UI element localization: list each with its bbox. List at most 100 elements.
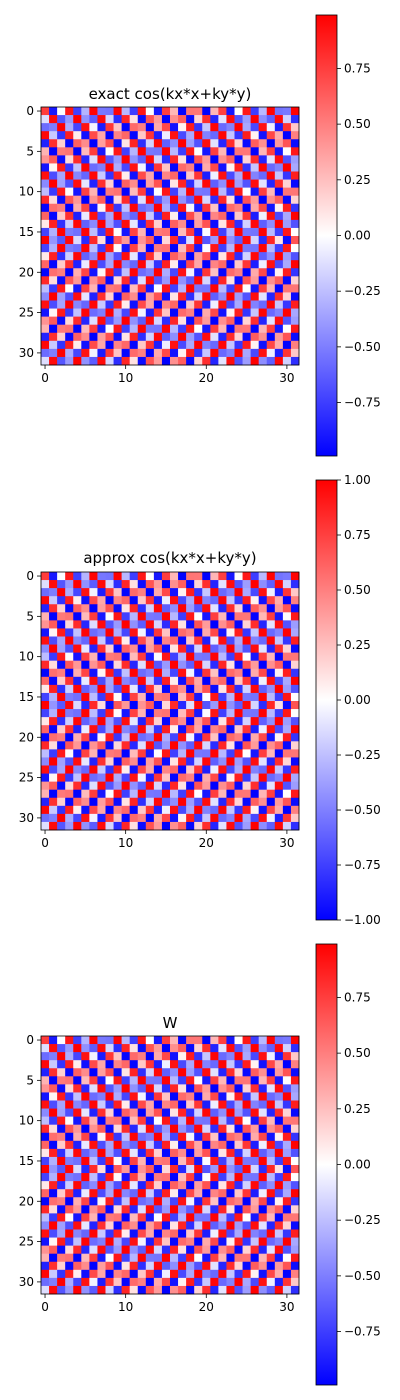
heatmap-cell: [226, 636, 235, 645]
heatmap-cell: [145, 147, 155, 156]
heatmap-cell: [226, 1277, 235, 1287]
heatmap-cell: [145, 268, 155, 277]
heatmap-cell: [49, 781, 58, 791]
heatmap-cell: [258, 725, 268, 734]
heatmap-cell: [73, 308, 82, 317]
heatmap-cell: [89, 227, 98, 237]
heatmap-cell: [218, 717, 227, 726]
heatmap-cell: [145, 284, 155, 293]
heatmap-cell: [129, 725, 139, 734]
heatmap-cell: [113, 1092, 122, 1101]
heatmap-cell: [266, 805, 276, 815]
heatmap-cell: [178, 179, 187, 188]
heatmap-cell: [202, 1132, 211, 1142]
heatmap-cell: [137, 741, 147, 750]
heatmap-cell: [57, 821, 66, 831]
heatmap-cell: [242, 660, 251, 670]
heatmap-cell: [226, 171, 235, 180]
heatmap-cell: [89, 1132, 98, 1142]
heatmap-cell: [226, 1116, 235, 1126]
heatmap-cell: [210, 324, 219, 334]
heatmap-cell: [274, 195, 284, 205]
heatmap-cell: [65, 1197, 74, 1206]
heatmap-cell: [250, 236, 260, 245]
heatmap-cell: [178, 1084, 187, 1093]
heatmap-cell: [89, 701, 98, 710]
heatmap-cell: [226, 1036, 235, 1045]
heatmap-cell: [234, 1245, 243, 1255]
heatmap-cell: [274, 147, 284, 156]
heatmap-cell: [57, 773, 66, 782]
heatmap-cell: [258, 276, 268, 285]
heatmap-cell: [234, 332, 243, 342]
heatmap-cell: [242, 1036, 251, 1045]
heatmap-cell: [282, 797, 292, 807]
heatmap-cell: [226, 733, 235, 742]
heatmap-cell: [65, 757, 74, 766]
heatmap-cell: [161, 115, 171, 124]
heatmap-cell: [57, 340, 66, 350]
heatmap-cell: [250, 356, 260, 366]
heatmap-cell: [41, 572, 50, 581]
heatmap-cell: [41, 733, 50, 742]
y-tick-label: 10: [19, 650, 34, 664]
heatmap-cell: [153, 733, 163, 742]
heatmap-cell: [266, 1253, 276, 1263]
heatmap-cell: [81, 1229, 90, 1238]
heatmap-cell: [97, 131, 106, 140]
heatmap-cell: [226, 628, 235, 637]
heatmap-cell: [153, 805, 163, 815]
heatmap-cell: [129, 155, 139, 164]
heatmap-cell: [282, 717, 292, 726]
heatmap-cell: [65, 644, 74, 653]
heatmap-cell: [250, 684, 260, 694]
heatmap-cell: [113, 171, 122, 180]
heatmap-cell: [218, 252, 227, 261]
heatmap-cell: [242, 805, 251, 815]
heatmap-cell: [137, 709, 147, 718]
heatmap-cell: [258, 1060, 268, 1069]
heatmap-cell: [282, 620, 292, 629]
heatmap-cell: [81, 773, 90, 782]
heatmap-cell: [129, 195, 139, 205]
heatmap-cell: [274, 636, 284, 645]
heatmap-cell: [41, 1237, 50, 1246]
heatmap-cell: [73, 1213, 82, 1222]
heatmap-cell: [194, 692, 203, 702]
colorbar-tick-label: 0.75: [344, 61, 371, 75]
heatmap-cell: [65, 1092, 74, 1101]
heatmap-cell: [274, 1229, 284, 1238]
heatmap-cell: [129, 1197, 139, 1206]
heatmap-cell: [282, 1148, 292, 1158]
heatmap-cell: [282, 123, 292, 132]
heatmap-cell: [218, 781, 227, 791]
heatmap-cell: [105, 171, 114, 180]
heatmap-cell: [274, 1181, 284, 1190]
heatmap-cell: [113, 252, 122, 261]
heatmap-cell: [210, 757, 219, 766]
heatmap-cell: [202, 1269, 211, 1279]
heatmap-cell: [210, 821, 219, 831]
heatmap-cell: [57, 1084, 66, 1093]
heatmap-cell: [105, 572, 114, 581]
heatmap-cell: [234, 1197, 243, 1206]
heatmap-cell: [137, 1269, 147, 1279]
heatmap-cell: [41, 139, 50, 148]
heatmap-cell: [274, 260, 284, 269]
heatmap-cell: [258, 1181, 268, 1190]
heatmap-cell: [65, 1100, 74, 1109]
heatmap-cell: [242, 1229, 251, 1238]
heatmap-cell: [129, 1084, 139, 1093]
heatmap-cell: [105, 284, 114, 293]
heatmap-cell: [170, 781, 179, 791]
heatmap-cell: [178, 692, 187, 702]
heatmap-cell: [137, 348, 147, 358]
heatmap-cell: [242, 147, 251, 156]
heatmap-cell: [218, 276, 227, 285]
heatmap-cell: [218, 1253, 227, 1263]
heatmap-cell: [153, 741, 163, 750]
heatmap-cell: [81, 348, 90, 358]
heatmap-cell: [89, 1261, 98, 1271]
heatmap-cell: [226, 244, 235, 253]
heatmap-cell: [153, 668, 163, 678]
